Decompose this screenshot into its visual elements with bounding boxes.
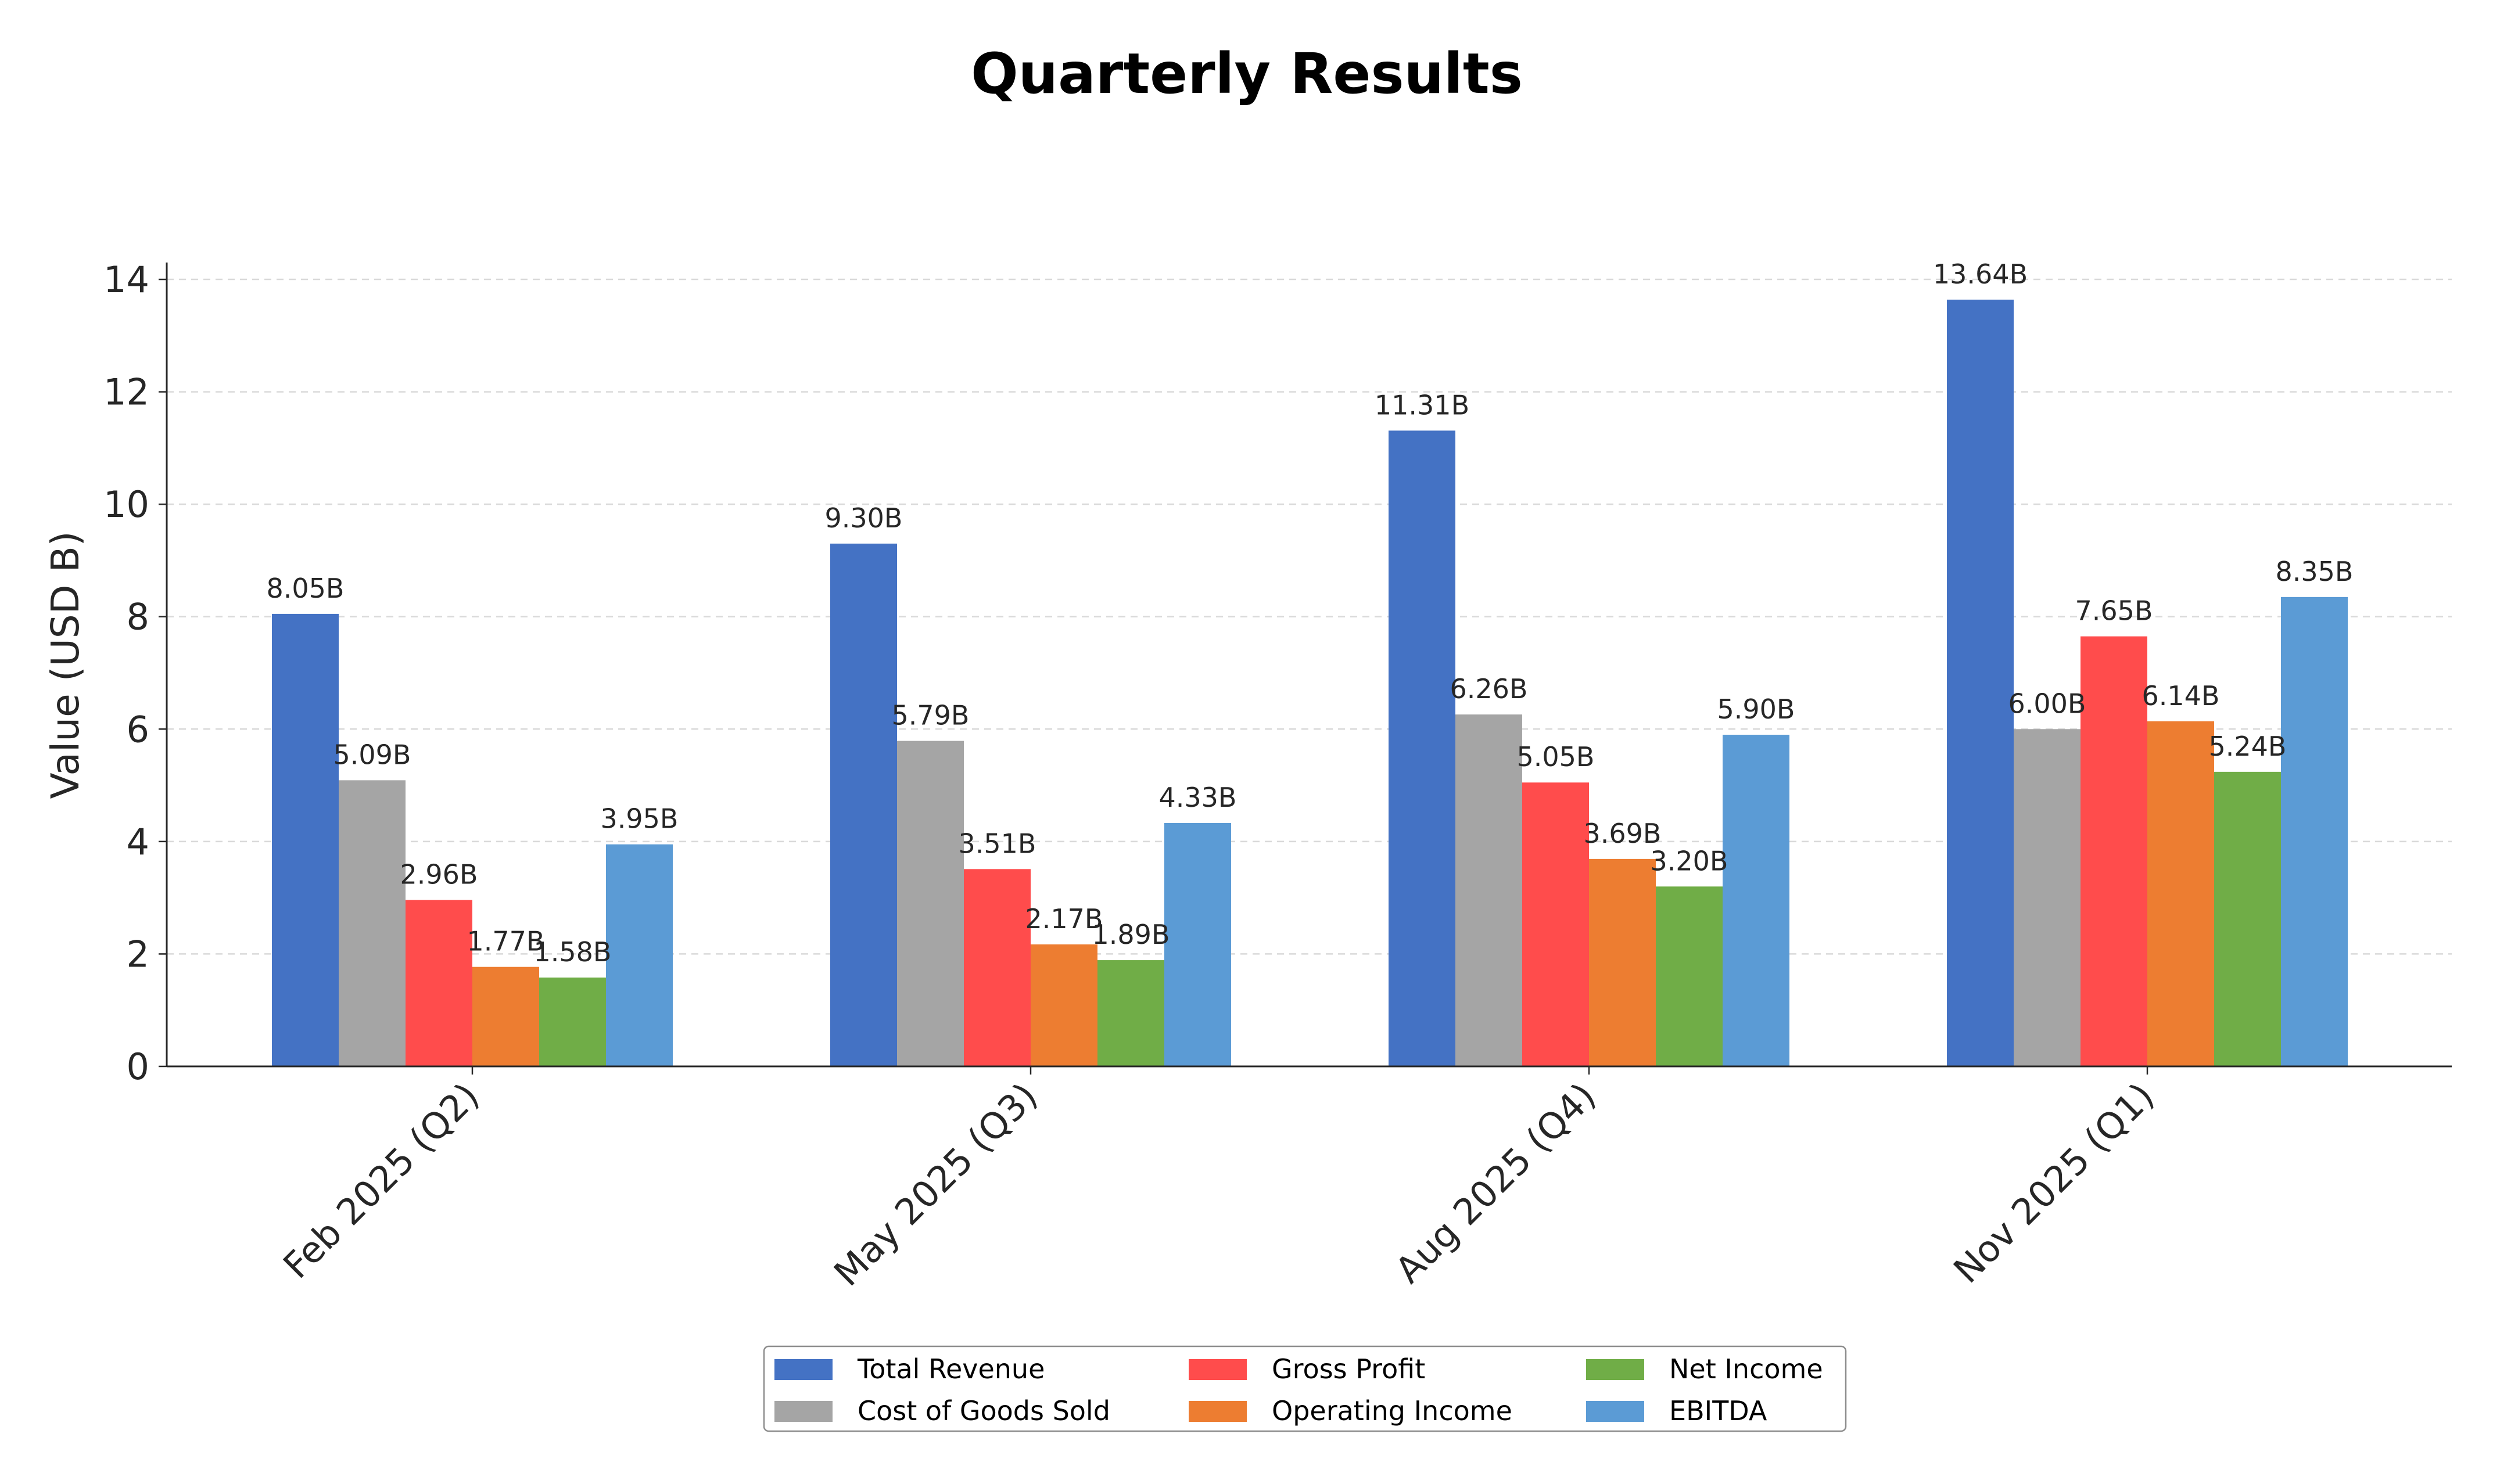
bar-value-label: 6.26B [1450, 673, 1528, 705]
bar-value-label: 6.14B [2142, 680, 2220, 712]
bar [2014, 729, 2081, 1066]
legend-label: Gross Profit [1272, 1353, 1425, 1385]
y-tick-label: 12 [103, 371, 149, 414]
bar-value-label: 3.51B [959, 828, 1036, 859]
bar-value-label: 5.09B [333, 739, 411, 770]
legend-label: Operating Income [1272, 1395, 1512, 1426]
bar [1522, 782, 1589, 1066]
legend-swatch [1586, 1359, 1644, 1380]
bar [830, 543, 897, 1066]
legend-label: Total Revenue [857, 1353, 1045, 1385]
bar [1164, 822, 1231, 1066]
bar [1947, 299, 2014, 1066]
bar-value-label: 5.90B [1717, 694, 1795, 725]
chart-title: Quarterly Results [971, 41, 1523, 106]
bar-value-label: 1.89B [1092, 919, 1170, 950]
legend-swatch [1189, 1359, 1247, 1380]
bar-value-label: 3.20B [1651, 845, 1728, 876]
bar [2081, 636, 2147, 1066]
bars [272, 299, 2348, 1066]
y-tick-label: 2 [127, 933, 149, 975]
bar-value-label: 2.96B [400, 859, 478, 890]
legend-label: EBITDA [1669, 1395, 1767, 1426]
x-tick-label: Aug 2025 (Q4) [1387, 1075, 1604, 1291]
bar-value-label: 5.05B [1517, 741, 1595, 772]
bar-value-label: 3.95B [601, 803, 679, 835]
legend-swatch [1586, 1401, 1644, 1422]
bar-value-label: 11.31B [1375, 389, 1469, 421]
bar [1031, 944, 1097, 1066]
bar [1656, 886, 1723, 1066]
legend-swatch [1189, 1401, 1247, 1422]
legend-label: Cost of Goods Sold [858, 1395, 1110, 1426]
y-axis-label: Value (USD B) [43, 531, 88, 799]
bar [1723, 734, 1789, 1066]
bar [964, 869, 1031, 1066]
bar [539, 978, 606, 1066]
bar-value-label: 8.35B [2276, 556, 2354, 587]
x-tick-label: May 2025 (Q3) [826, 1075, 1045, 1294]
y-tick-label: 0 [127, 1045, 149, 1088]
bar-value-label: 1.77B [467, 926, 545, 957]
legend-box [763, 1345, 1847, 1432]
bar [2281, 597, 2348, 1066]
bar [1389, 430, 1455, 1066]
legend-swatch [774, 1359, 833, 1380]
bar [339, 780, 406, 1066]
bar-value-label: 8.05B [267, 573, 345, 604]
bar [2214, 771, 2281, 1066]
bar-value-label: 3.69B [1584, 818, 1662, 849]
x-tick-label: Feb 2025 (Q2) [275, 1075, 487, 1287]
bar [1589, 858, 1656, 1066]
bar-value-label: 2.17B [1025, 903, 1103, 935]
y-tick-label: 6 [127, 708, 149, 750]
y-tick-label: 4 [127, 821, 149, 863]
bar-value-label: 7.65B [2075, 595, 2153, 627]
bar-value-label: 6.00B [2008, 688, 2086, 719]
legend-label: Net Income [1669, 1353, 1823, 1385]
bar [272, 613, 339, 1066]
x-tick-label: Nov 2025 (Q1) [1945, 1075, 2162, 1291]
bar [1455, 714, 1522, 1066]
bar-value-label: 5.79B [892, 700, 970, 731]
bar-value-label: 1.58B [534, 936, 612, 968]
bar-value-label: 13.64B [1933, 258, 2028, 290]
bar [406, 900, 472, 1066]
bar-value-label: 9.30B [825, 502, 903, 534]
bar [2147, 721, 2214, 1066]
y-tick-label: 8 [127, 596, 149, 638]
bar-value-label: 5.24B [2209, 731, 2287, 762]
bar [472, 966, 539, 1066]
bar [897, 741, 964, 1066]
y-tick-label: 14 [103, 258, 149, 301]
legend: Total Revenue Cost of Goods Sold Gross Pro… [763, 1345, 1847, 1432]
legend-swatch [774, 1401, 833, 1422]
bar-value-label: 4.33B [1159, 782, 1237, 813]
bar [1097, 960, 1164, 1066]
bar [606, 844, 673, 1066]
y-tick-label: 10 [103, 483, 149, 526]
